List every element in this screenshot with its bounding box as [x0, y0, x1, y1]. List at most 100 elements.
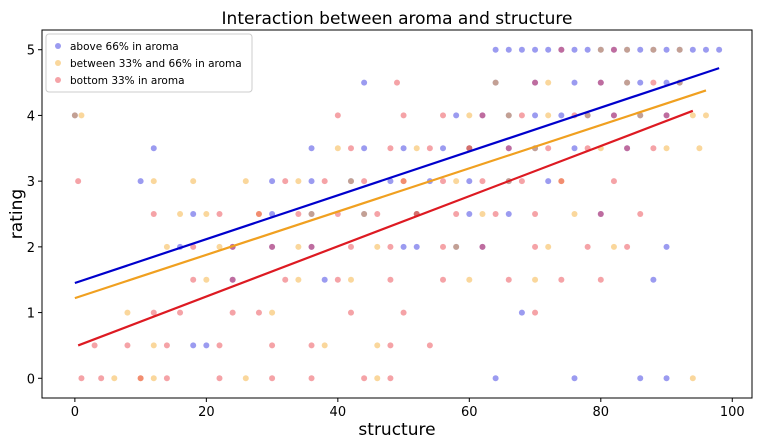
point [269, 243, 276, 250]
point [308, 211, 315, 217]
point [269, 309, 276, 316]
fit-line [74, 67, 720, 285]
point [650, 145, 657, 152]
point [571, 79, 578, 86]
point [624, 46, 631, 53]
point [466, 211, 473, 217]
point [532, 79, 539, 86]
point [676, 46, 683, 53]
point [689, 375, 696, 382]
point [308, 145, 315, 152]
point [663, 112, 670, 119]
point [282, 276, 289, 283]
point [558, 178, 565, 185]
point [466, 178, 473, 185]
point [269, 243, 276, 250]
point [584, 112, 591, 119]
point [163, 342, 170, 349]
point [400, 309, 407, 316]
y-tick-label: 0 [27, 372, 35, 387]
point [518, 112, 525, 119]
point [663, 112, 670, 119]
point [505, 145, 512, 152]
point [440, 243, 447, 250]
point [387, 178, 394, 185]
point [374, 211, 381, 217]
x-tick-label: 60 [461, 405, 478, 420]
point [203, 276, 210, 283]
point [387, 145, 394, 152]
legend-label: above 66% in aroma [70, 41, 179, 53]
legend-marker [55, 60, 61, 66]
point [532, 309, 539, 316]
point [492, 79, 499, 86]
point [150, 342, 157, 349]
point [203, 342, 210, 349]
point [216, 375, 223, 382]
legend: above 66% in aroma between 33% and 66% in… [45, 33, 253, 93]
point [334, 145, 341, 152]
point [400, 243, 407, 250]
point [190, 276, 197, 283]
point [124, 342, 131, 349]
y-tick-label: 2 [27, 241, 35, 256]
point [505, 145, 512, 152]
point [479, 112, 486, 119]
y-tick-label: 3 [27, 175, 35, 190]
point [545, 178, 552, 185]
point [269, 178, 276, 185]
point [479, 211, 486, 217]
point [505, 112, 512, 119]
point [387, 342, 394, 349]
point [426, 145, 433, 152]
point [269, 342, 276, 349]
point [545, 79, 552, 86]
point [295, 276, 302, 283]
point [75, 178, 82, 185]
point [637, 46, 644, 53]
point [663, 375, 670, 382]
y-axis-label: rating [7, 189, 27, 239]
point [374, 375, 381, 382]
point [597, 211, 604, 217]
point [216, 243, 223, 250]
point [545, 46, 552, 53]
point [255, 309, 262, 316]
point [571, 145, 578, 152]
point [71, 112, 78, 119]
point [308, 178, 315, 185]
point [321, 342, 328, 349]
point [347, 276, 354, 283]
point [650, 79, 657, 86]
point [624, 46, 631, 53]
point [308, 342, 315, 349]
point [387, 243, 394, 250]
point [91, 342, 98, 349]
point [545, 112, 552, 119]
point [571, 211, 578, 217]
point [229, 276, 236, 283]
point [571, 46, 578, 53]
point [610, 178, 617, 185]
point [637, 211, 644, 217]
point [676, 46, 683, 53]
y-tick-label: 5 [27, 44, 35, 59]
point [597, 46, 604, 53]
point [269, 375, 276, 382]
point [242, 375, 249, 382]
point [518, 178, 525, 185]
point [98, 375, 105, 382]
point [255, 211, 262, 217]
point [387, 276, 394, 283]
point [624, 79, 631, 86]
point [374, 243, 381, 250]
point [269, 211, 276, 217]
point [361, 79, 368, 86]
chart-title: Interaction between aroma and structure [222, 9, 573, 29]
point [321, 276, 328, 283]
point [413, 243, 420, 250]
point [558, 112, 565, 119]
point [558, 46, 565, 53]
point [696, 145, 703, 152]
point [624, 145, 631, 152]
